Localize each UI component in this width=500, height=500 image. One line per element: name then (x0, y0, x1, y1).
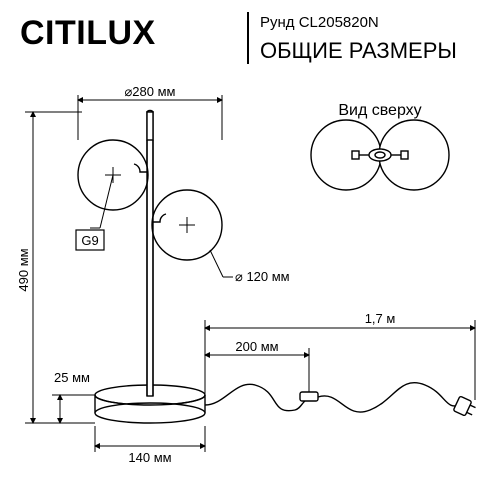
label-base-diameter: 140 мм (128, 450, 171, 465)
label-base-height: 25 мм (54, 370, 90, 385)
top-view-title: Вид сверху (338, 102, 421, 119)
top-view (311, 120, 449, 190)
label-top-diameter: ⌀280 мм (124, 84, 175, 99)
label-cord-total: 1,7 м (365, 311, 396, 326)
label-globe-diameter: ⌀ 120 мм (235, 269, 290, 284)
cord-dimensions (205, 320, 475, 400)
label-cord-switch: 200 мм (235, 339, 278, 354)
technical-drawing: ⌀280 мм G9 ⌀ 120 мм 490 мм 25 мм 140 мм … (0, 0, 500, 500)
diagram-stage: CITILUX Рунд CL205820N ОБЩИЕ РАЗМЕРЫ (0, 0, 500, 500)
side-view (76, 111, 233, 424)
power-cord (205, 383, 477, 419)
cord-labels: 1,7 м 200 мм (235, 311, 395, 354)
label-height: 490 мм (16, 248, 31, 291)
label-socket: G9 (81, 233, 98, 248)
